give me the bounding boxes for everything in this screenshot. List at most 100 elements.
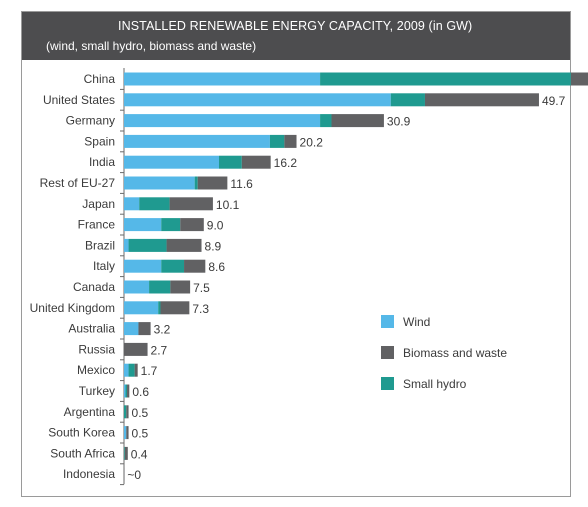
bar-segment-wind <box>124 322 139 336</box>
bar-segment-wind <box>124 176 195 190</box>
bar-segment-wind <box>124 218 162 232</box>
value-label: 16.2 <box>274 156 298 170</box>
category-label: Russia <box>78 342 115 356</box>
bar-segment-biomass-and-waste <box>570 72 588 86</box>
category-label: Japan <box>82 197 115 211</box>
bar-segment-biomass-and-waste <box>284 134 297 148</box>
value-label: 49.7 <box>542 94 566 108</box>
legend-label: Small hydro <box>403 377 467 391</box>
bar-segment-small-hydro <box>124 446 125 460</box>
bar-segment-wind <box>124 259 162 273</box>
bar-segment-small-hydro <box>390 93 425 107</box>
legend-swatch <box>381 315 394 328</box>
category-label: South Korea <box>48 426 115 440</box>
bar-segment-biomass-and-waste <box>184 259 206 273</box>
chart-title: INSTALLED RENEWABLE ENERGY CAPACITY, 200… <box>118 19 473 33</box>
bar-segment-biomass-and-waste <box>170 280 191 294</box>
category-label: Rest of EU-27 <box>40 176 116 190</box>
category-label: Canada <box>73 280 115 294</box>
value-label: 2.7 <box>151 343 168 357</box>
legend-swatch <box>381 377 394 390</box>
bar-segment-small-hydro <box>161 259 185 273</box>
bar-segment-small-hydro <box>219 155 242 169</box>
bar-segment-wind <box>124 363 129 377</box>
value-label: 3.2 <box>154 323 171 337</box>
bar-segment-wind <box>124 384 126 398</box>
category-label: United Kingdom <box>30 301 115 315</box>
bar-segment-wind <box>124 301 159 315</box>
category-label: Argentina <box>64 405 116 419</box>
bar-segment-wind <box>124 93 391 107</box>
category-label: Turkey <box>79 384 115 398</box>
bar-segment-biomass-and-waste <box>127 384 130 398</box>
value-label: 0.5 <box>132 427 149 441</box>
bar-segment-wind <box>124 280 150 294</box>
bar-segment-wind <box>124 197 140 211</box>
bar-segment-wind <box>124 238 129 252</box>
bar-segment-small-hydro <box>125 384 128 398</box>
category-label: South Africa <box>50 446 115 460</box>
bar-segment-wind <box>124 72 321 86</box>
legend-swatch <box>381 346 394 359</box>
category-label: Mexico <box>77 363 115 377</box>
category-label: Spain <box>84 134 115 148</box>
value-label: 20.2 <box>300 135 324 149</box>
bar-segment-biomass-and-waste <box>180 218 204 232</box>
value-label: 10.1 <box>216 198 240 212</box>
bar-segment-small-hydro <box>128 363 135 377</box>
value-label: 1.7 <box>141 364 158 378</box>
bar-segment-small-hydro <box>139 197 170 211</box>
value-label: 0.6 <box>132 385 149 399</box>
bar-segment-biomass-and-waste <box>331 114 384 128</box>
chart-frame: INSTALLED RENEWABLE ENERGY CAPACITY, 200… <box>21 11 571 497</box>
bar-segment-biomass-and-waste <box>124 446 128 460</box>
bar-segment-wind <box>124 155 219 169</box>
value-label: 8.9 <box>205 239 222 253</box>
legend-label: Biomass and waste <box>403 346 507 360</box>
value-label: ~0 <box>127 468 141 482</box>
value-label: 9.0 <box>207 219 224 233</box>
value-label: 8.6 <box>208 260 225 274</box>
bar-segment-biomass-and-waste <box>424 93 539 107</box>
bar-segment-biomass-and-waste <box>241 155 271 169</box>
bar-segment-small-hydro <box>149 280 171 294</box>
category-label: United States <box>43 93 115 107</box>
value-label: 0.5 <box>132 406 149 420</box>
bar-segment-small-hydro <box>320 72 571 86</box>
bar-segment-biomass-and-waste <box>134 363 138 377</box>
bar-segment-biomass-and-waste <box>126 405 129 419</box>
chart-subtitle: (wind, small hydro, biomass and waste) <box>46 39 257 53</box>
value-label: 7.5 <box>193 281 210 295</box>
bar-segment-small-hydro <box>269 134 285 148</box>
bar-segment-small-hydro <box>158 301 161 315</box>
bar-segment-wind <box>124 114 321 128</box>
value-label: 7.3 <box>192 302 209 316</box>
category-label: India <box>89 155 115 169</box>
category-label: China <box>84 72 116 86</box>
category-label: Indonesia <box>63 467 115 481</box>
bar-segment-biomass-and-waste <box>166 238 202 252</box>
value-label: 30.9 <box>387 115 411 129</box>
value-label: 0.4 <box>131 447 148 461</box>
bar-segment-wind <box>124 426 127 440</box>
bar-segment-biomass-and-waste <box>126 426 129 440</box>
bar-segment-wind <box>124 134 270 148</box>
legend-label: Wind <box>403 315 430 329</box>
bar-segment-biomass-and-waste <box>169 197 213 211</box>
category-label: France <box>78 218 116 232</box>
bar-segment-small-hydro <box>128 238 167 252</box>
bar-segment-small-hydro <box>320 114 332 128</box>
value-label: 11.6 <box>230 177 253 191</box>
category-label: Germany <box>66 114 115 128</box>
category-label: Italy <box>93 259 115 273</box>
bar-segment-biomass-and-waste <box>197 176 228 190</box>
bar-segment-biomass-and-waste <box>138 322 151 336</box>
category-label: Brazil <box>85 238 115 252</box>
chart-header: INSTALLED RENEWABLE ENERGY CAPACITY, 200… <box>22 12 570 60</box>
bar-segment-small-hydro <box>161 218 181 232</box>
category-label: Australia <box>68 322 115 336</box>
bar-segment-biomass-and-waste <box>160 301 190 315</box>
bar-segment-biomass-and-waste <box>124 342 148 356</box>
bar-segment-small-hydro <box>124 405 127 419</box>
